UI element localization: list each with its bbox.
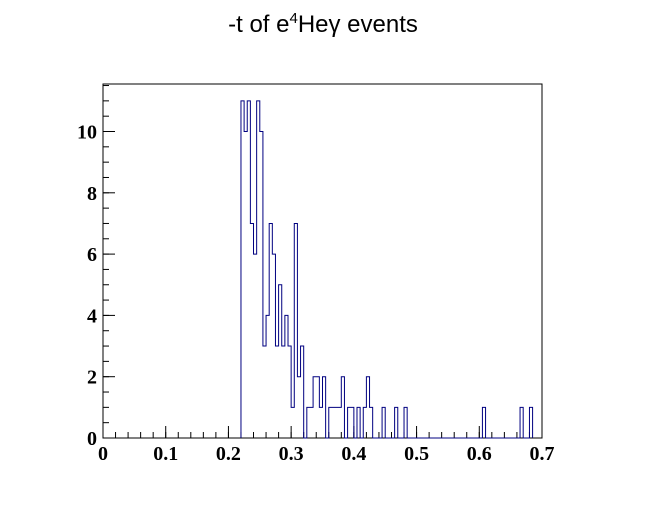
histogram-bin xyxy=(275,346,278,438)
histogram-bin xyxy=(319,407,322,438)
y-tick-label: 6 xyxy=(87,244,97,266)
x-tick-label: 0 xyxy=(98,443,108,465)
histogram-bin xyxy=(241,101,244,438)
histogram-bin xyxy=(291,407,294,438)
x-tick-label: 0.1 xyxy=(153,443,178,465)
histogram-bin xyxy=(366,377,369,438)
histogram-bin xyxy=(272,254,275,438)
histogram-bin xyxy=(244,132,247,438)
histogram-bin xyxy=(382,407,385,438)
histogram-bin xyxy=(260,132,263,438)
histogram-bin xyxy=(357,407,360,438)
histogram-bin xyxy=(247,101,250,438)
histogram-bin xyxy=(482,407,485,438)
histogram-bin xyxy=(332,407,335,438)
histogram-bin xyxy=(282,346,285,438)
chart-title: -t of e4Heγ events xyxy=(228,10,418,38)
histogram-bin xyxy=(316,377,319,438)
x-tick-label: 0.2 xyxy=(216,443,241,465)
histogram-bin xyxy=(263,346,266,438)
x-tick-label: 0.7 xyxy=(530,443,555,465)
histogram-bin xyxy=(266,315,269,438)
histogram-bin xyxy=(279,285,282,438)
title-part-3: events xyxy=(341,11,418,38)
plot-frame xyxy=(102,83,543,439)
histogram-bin xyxy=(529,407,532,438)
histogram-bin xyxy=(395,407,398,438)
histogram-bin xyxy=(285,315,288,438)
x-tick-label: 0.4 xyxy=(341,443,366,465)
histogram-bin xyxy=(348,407,351,438)
histogram-bin xyxy=(288,346,291,438)
histogram-bin xyxy=(323,377,326,438)
histogram-bin xyxy=(310,407,313,438)
histogram-bin xyxy=(351,407,354,438)
title-superscript: 4 xyxy=(289,10,297,27)
x-tick-label: 0.5 xyxy=(404,443,429,465)
y-tick-label: 2 xyxy=(87,367,97,389)
histogram-bin xyxy=(307,407,310,438)
x-tick-label: 0.6 xyxy=(467,443,492,465)
histogram-bin xyxy=(520,407,523,438)
histogram-line xyxy=(240,100,534,439)
histogram-bin xyxy=(301,346,304,438)
histogram-bin xyxy=(313,377,316,438)
y-tick-label: 10 xyxy=(77,122,97,144)
title-part-1: -t of e xyxy=(228,11,289,38)
histogram-bin xyxy=(329,407,332,438)
histogram-bin xyxy=(338,407,341,438)
histogram-bin xyxy=(269,223,272,438)
histogram-bin xyxy=(335,407,338,438)
title-part-2: He xyxy=(298,11,329,38)
histogram-bin xyxy=(363,407,366,438)
y-tick-label: 4 xyxy=(87,305,97,327)
histogram-bin xyxy=(257,101,260,438)
title-greek: γ xyxy=(329,11,341,38)
histogram-bin xyxy=(341,377,344,438)
x-tick-label: 0.3 xyxy=(279,443,304,465)
histogram-bin xyxy=(250,223,253,438)
histogram-bin xyxy=(297,377,300,438)
histogram-bin xyxy=(404,407,407,438)
histogram-bin xyxy=(254,254,257,438)
plot-area: 0 0.1 0.2 0.3 0.4 0.5 0.6 0.7 0 2 4 6 8 10 xyxy=(77,83,555,465)
y-tick-label: 0 xyxy=(87,428,97,450)
histogram-bin xyxy=(370,407,373,438)
histogram-bin xyxy=(294,223,297,438)
y-tick-label: 8 xyxy=(87,183,97,205)
